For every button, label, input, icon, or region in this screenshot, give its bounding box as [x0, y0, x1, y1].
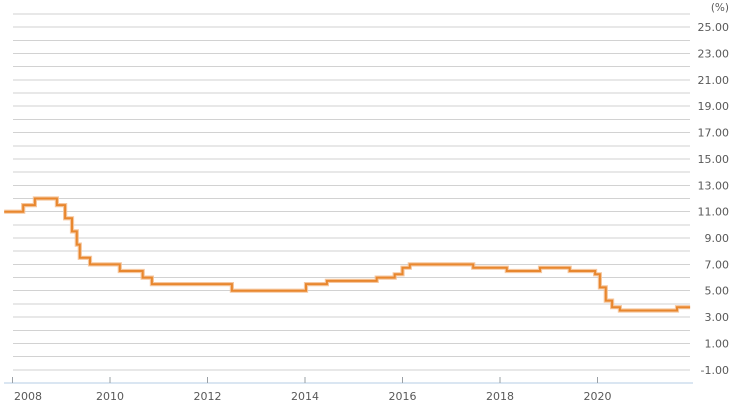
y-tick-label: 7.00	[705, 258, 730, 271]
y-tick-label: 1.00	[705, 338, 730, 351]
rate-step-line	[4, 197, 691, 312]
rate-step-line-halo	[4, 196, 691, 313]
x-tick-label: 2012	[194, 390, 222, 403]
y-tick-label: 5.00	[705, 285, 730, 298]
y-axis-unit-label: (%)	[710, 2, 729, 14]
x-tick-label: 2016	[389, 390, 417, 403]
y-tick-label: -1.00	[701, 364, 729, 377]
y-tick-label: 19.00	[698, 100, 730, 113]
y-tick-label: 9.00	[705, 232, 730, 245]
y-tick-label: 3.00	[705, 311, 730, 324]
y-tick-label: 25.00	[698, 21, 730, 34]
y-tick-label: 17.00	[698, 127, 730, 140]
y-tick-label: 15.00	[698, 153, 730, 166]
y-tick-label: 23.00	[698, 48, 730, 61]
y-tick-label: 11.00	[698, 206, 730, 219]
x-tick-label: 2020	[584, 390, 612, 403]
x-tick-label: 2014	[291, 390, 319, 403]
x-tick-label: 2010	[96, 390, 124, 403]
x-tick-label: 2018	[486, 390, 514, 403]
y-tick-label: 21.00	[698, 74, 730, 87]
x-tick-label: 2008	[14, 390, 42, 403]
y-tick-label: 13.00	[698, 179, 730, 192]
